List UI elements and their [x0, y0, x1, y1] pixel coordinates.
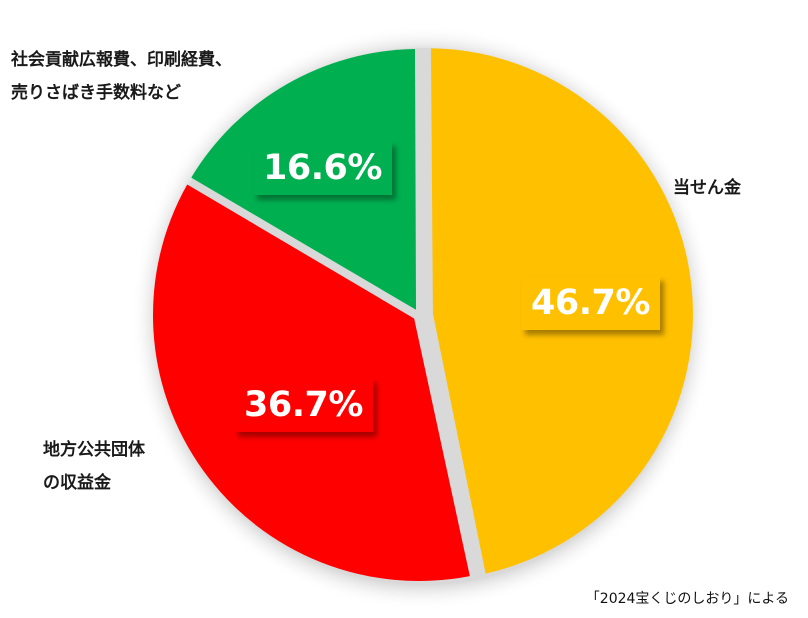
pct-label-other: 16.6% — [253, 141, 392, 195]
label-local-gov-line2: の収益金 — [43, 473, 111, 493]
label-local-gov-line1: 地方公共団体 — [43, 440, 145, 460]
pct-label-local-gov: 36.7% — [234, 378, 373, 432]
label-other: 社会貢献広報費、印刷経費、 売りさばき手数料など — [11, 44, 232, 110]
pct-label-prize: 46.7% — [521, 276, 660, 330]
label-other-line1: 社会貢献広報費、印刷経費、 — [11, 50, 232, 70]
label-local-gov: 地方公共団体 の収益金 — [43, 434, 145, 500]
label-prize: 当せん金 — [673, 178, 741, 198]
label-other-line2: 売りさばき手数料など — [11, 83, 181, 103]
source-note: 「2024宝くじのしおり」による — [585, 591, 789, 607]
